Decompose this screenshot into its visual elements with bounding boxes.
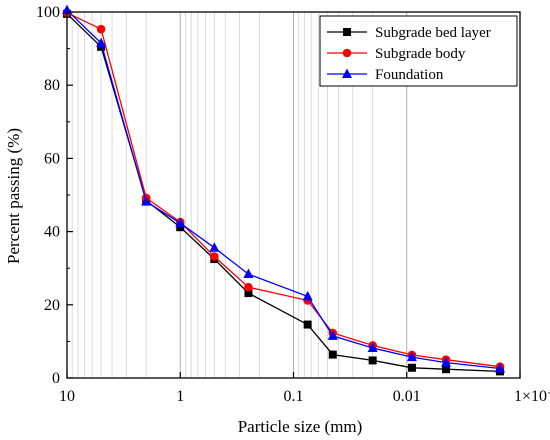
data-point bbox=[407, 363, 416, 372]
y-tick-label: 80 bbox=[44, 77, 60, 94]
series-line bbox=[66, 9, 501, 370]
x-tick-label: 1 bbox=[176, 388, 184, 405]
data-point bbox=[441, 357, 452, 367]
legend-box bbox=[319, 15, 518, 87]
data-point bbox=[243, 268, 254, 279]
data-point bbox=[406, 351, 417, 362]
x-tick-label: 0.01 bbox=[393, 388, 421, 405]
data-point bbox=[343, 28, 351, 36]
y-tick-label: 40 bbox=[44, 224, 60, 241]
data-point bbox=[96, 24, 106, 34]
data-point bbox=[210, 252, 219, 261]
data-point bbox=[96, 37, 107, 48]
series-line bbox=[66, 12, 501, 368]
data-point bbox=[327, 330, 338, 340]
legend-label: Foundation bbox=[375, 67, 444, 83]
data-point bbox=[342, 48, 352, 58]
data-point bbox=[209, 242, 220, 252]
data-point bbox=[244, 282, 253, 292]
data-point bbox=[141, 196, 152, 206]
x-tick-label: 10 bbox=[59, 388, 75, 405]
legend-label: Subgrade bed layer bbox=[375, 25, 491, 41]
data-point bbox=[176, 223, 185, 232]
legend: Subgrade bed layer Subgrade body Foundatio… bbox=[319, 15, 518, 87]
data-point bbox=[175, 217, 186, 228]
data-point bbox=[302, 290, 313, 301]
x-axis-label: Particle size (mm) bbox=[238, 417, 363, 436]
data-point bbox=[244, 289, 253, 298]
data-point bbox=[368, 356, 377, 365]
legend-item: Subgrade bed layer bbox=[327, 25, 491, 41]
legend-label: Subgrade body bbox=[375, 46, 466, 62]
legend-item: Subgrade body bbox=[327, 46, 466, 62]
y-tick-label: 20 bbox=[44, 297, 60, 314]
y-axis-label: Percent passing (%) bbox=[4, 128, 23, 264]
data-point bbox=[328, 350, 337, 359]
y-tick-label: 60 bbox=[44, 150, 60, 167]
x-tick-label: 1×10⁻³ bbox=[514, 388, 550, 405]
y-tick-label: 0 bbox=[52, 370, 60, 387]
series-3 bbox=[62, 4, 506, 373]
data-point bbox=[303, 320, 312, 329]
axes: 0 20 40 60 80 100 10 1 0.1 0.01 1×10⁻³ bbox=[36, 4, 550, 405]
legend-item: Foundation bbox=[327, 67, 444, 83]
grid-lines bbox=[71, 12, 408, 378]
y-tick-label: 100 bbox=[36, 4, 60, 21]
data-point bbox=[367, 342, 378, 352]
data-point bbox=[495, 362, 506, 373]
data-point bbox=[342, 68, 352, 78]
data-point bbox=[442, 365, 451, 374]
x-tick-label: 0.1 bbox=[284, 388, 304, 405]
series-layer bbox=[62, 4, 506, 376]
